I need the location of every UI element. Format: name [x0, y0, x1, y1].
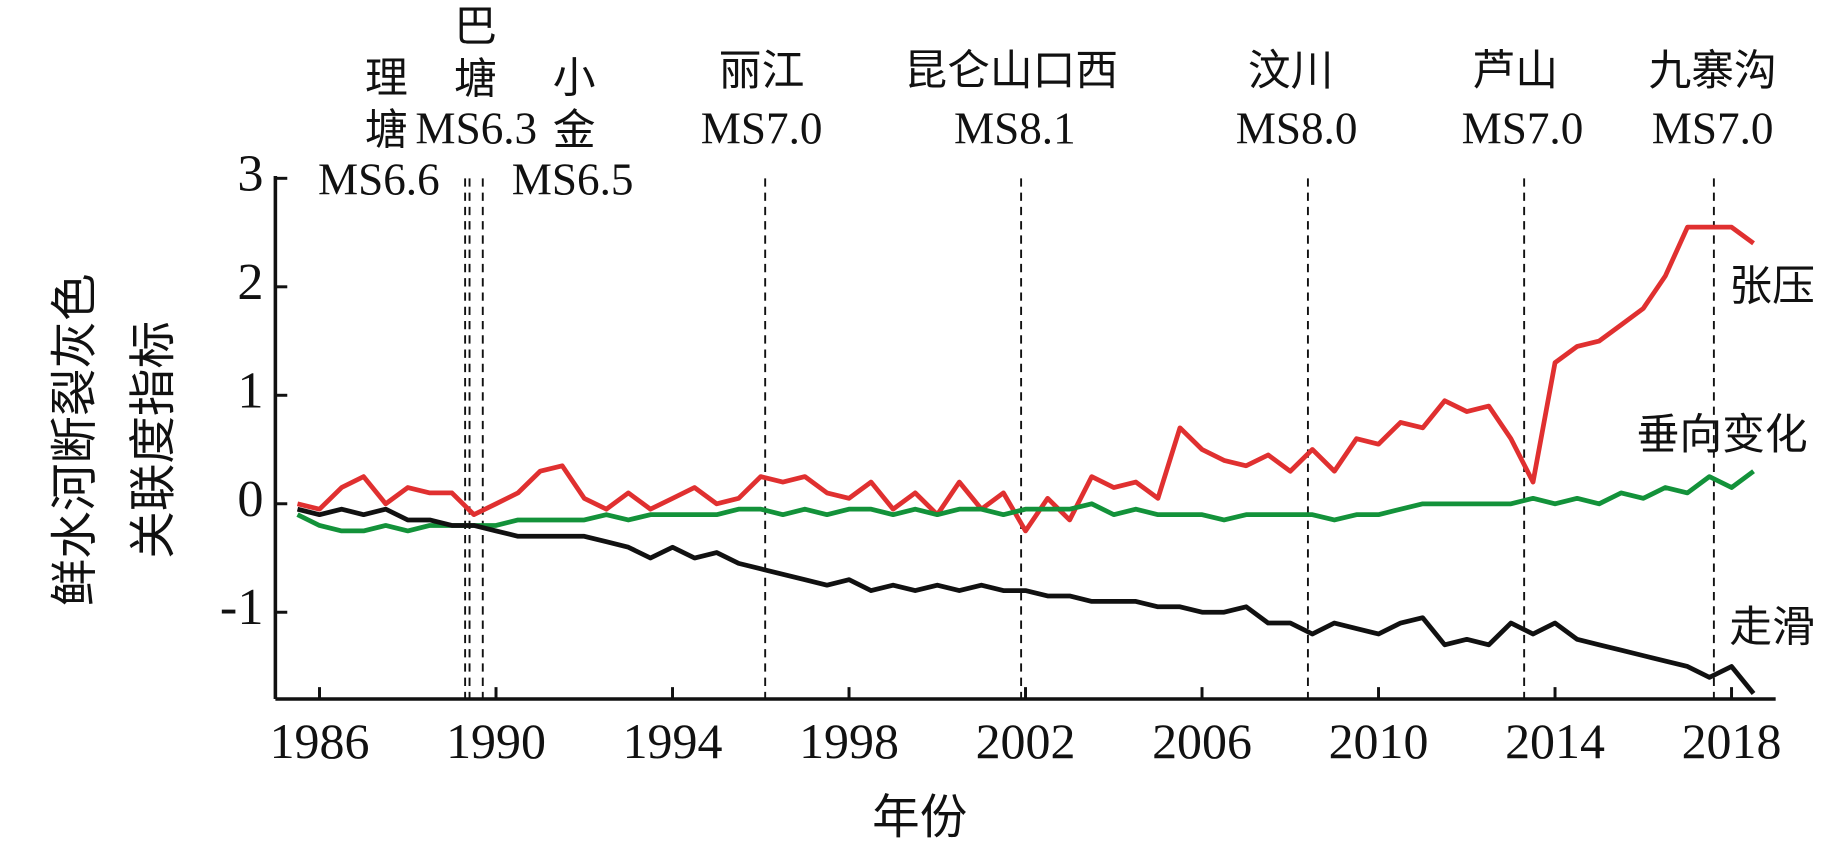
- y-tick-label: 0: [237, 470, 263, 528]
- y-tick-label: 3: [237, 144, 263, 202]
- y-tick-label: 2: [237, 253, 263, 311]
- series-line: [296, 506, 1756, 696]
- event-name: 芦山: [1473, 46, 1559, 96]
- event-magnitude: MS7.0: [1652, 104, 1774, 154]
- event-name: 九寨沟: [1648, 46, 1776, 96]
- x-tick-label: 1994: [623, 714, 723, 769]
- x-tick-label: 1986: [270, 714, 370, 769]
- y-axis-label: 关联度指标: [127, 321, 182, 559]
- event-name: 理塘: [357, 55, 407, 160]
- event-name: 昆仑山口西: [904, 46, 1118, 96]
- x-tick-label: 1990: [446, 714, 546, 769]
- x-tick-label: 2018: [1682, 714, 1782, 769]
- x-tick-label: 1998: [799, 714, 899, 769]
- x-tick-label: 2014: [1505, 714, 1605, 769]
- event-magnitude: MS6.3: [415, 104, 537, 154]
- event-magnitude: MS8.0: [1236, 104, 1358, 154]
- y-axis-label: 鲜水河断裂灰色: [48, 273, 103, 606]
- event-name: 丽江: [719, 46, 805, 96]
- series-line: [296, 224, 1755, 534]
- y-tick-label: 1: [237, 361, 263, 419]
- series-label: 走滑: [1729, 603, 1815, 653]
- x-axis-label: 年份: [872, 790, 967, 845]
- x-tick-label: 2002: [976, 714, 1076, 769]
- x-tick-label: 2010: [1329, 714, 1429, 769]
- event-magnitude: MS6.6: [318, 155, 440, 205]
- x-tick-label: 2006: [1152, 714, 1252, 769]
- event-magnitude: MS6.5: [512, 155, 634, 205]
- event-name: 汶川: [1248, 46, 1334, 96]
- series-label: 垂向变化: [1637, 410, 1808, 460]
- event-name: 巴塘: [447, 4, 497, 109]
- series-line: [296, 469, 1755, 534]
- event-name: 小金: [545, 55, 595, 160]
- event-magnitude: MS7.0: [701, 104, 823, 154]
- y-tick-label: -1: [220, 578, 264, 636]
- event-magnitude: MS8.1: [954, 104, 1076, 154]
- series-label: 张压: [1729, 261, 1815, 311]
- event-magnitude: MS7.0: [1462, 104, 1584, 154]
